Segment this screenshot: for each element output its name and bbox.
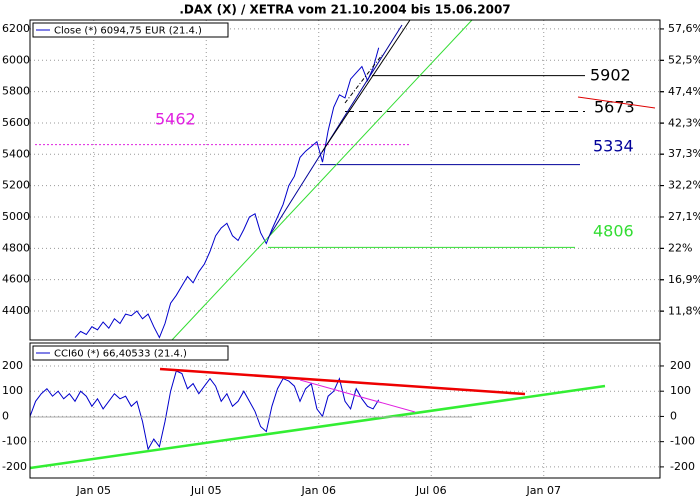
cci-frame [29, 342, 661, 479]
trendline [577, 96, 656, 109]
y-tick-label: 6200 [2, 22, 30, 35]
y-tick-label: 4800 [2, 241, 30, 254]
y2-tick-label: 32,2% [668, 179, 700, 192]
trendline [267, 24, 403, 239]
y-tick-label: 5600 [2, 116, 30, 129]
x-tick-label: Jul 05 [190, 484, 222, 497]
plot-layer: 4400 4600 4800 5000 5200 5400 5600 5800 6000 6200… [2, 20, 700, 497]
trendline [344, 54, 383, 104]
y2-tick-label: 47,4% [668, 85, 700, 98]
trendline [159, 367, 526, 396]
y-tick-label: 6000 [2, 53, 30, 66]
y-tick-label: -100 [2, 435, 27, 448]
y-tick-label: 4400 [2, 304, 30, 317]
y2-tick-label: 27,1% [668, 210, 700, 223]
x-tick-label: Jan 06 [301, 484, 336, 497]
legend-box [32, 22, 229, 38]
y-tick-label: 5200 [2, 179, 30, 192]
legend-box [32, 345, 229, 361]
y-tick-label: -200 [670, 460, 695, 473]
y2-tick-label: 16,9% [668, 273, 700, 286]
legend-label: CCI60 (*) 66,40533 (21.4.) [54, 349, 187, 360]
y-tick-label: 100 [2, 384, 23, 397]
chart-title: .DAX (X) / XETRA vom 21.10.2004 bis 15.0… [179, 3, 510, 17]
y2-tick-label: 11,8% [668, 304, 700, 317]
y-tick-label: 0 [2, 409, 9, 422]
y2-tick-label: 57,6% [668, 22, 700, 35]
y-tick-label: -200 [2, 460, 27, 473]
series-line [74, 47, 380, 339]
series-line [30, 370, 380, 451]
y-tick-label: -100 [670, 435, 695, 448]
y-tick-label: 5800 [2, 85, 30, 98]
y-tick-label: 5400 [2, 147, 30, 160]
trendline [321, 19, 411, 153]
price-frame [29, 19, 661, 341]
trendline [29, 384, 606, 470]
y-tick-label: 200 [2, 359, 23, 372]
y-tick-label: 5000 [2, 210, 30, 223]
x-tick-label: Jul 06 [415, 484, 447, 497]
y2-tick-label: 37,3% [668, 147, 700, 160]
y-tick-label: 100 [670, 384, 691, 397]
y-tick-label: 0 [670, 409, 677, 422]
trendline [299, 379, 416, 413]
y-tick-label: 4600 [2, 273, 30, 286]
trendline [171, 19, 473, 341]
annotation-label: 5902 [590, 66, 631, 85]
y2-tick-label: 42,3% [668, 116, 700, 129]
x-tick-label: Jan 05 [76, 484, 111, 497]
annotation-label: 5673 [594, 98, 635, 117]
trendlines [29, 19, 656, 470]
annotation-label: 5334 [593, 137, 634, 156]
y2-tick-label: 22% [668, 241, 692, 254]
annotation-label: 5462 [155, 110, 196, 129]
y2-tick-label: 52,5% [668, 53, 700, 66]
x-tick-label: Jan 07 [526, 484, 561, 497]
legend-label: Close (*) 6094,75 EUR (21.4.) [54, 26, 202, 37]
y-tick-label: 200 [670, 359, 691, 372]
annotation-label: 4806 [593, 222, 634, 241]
